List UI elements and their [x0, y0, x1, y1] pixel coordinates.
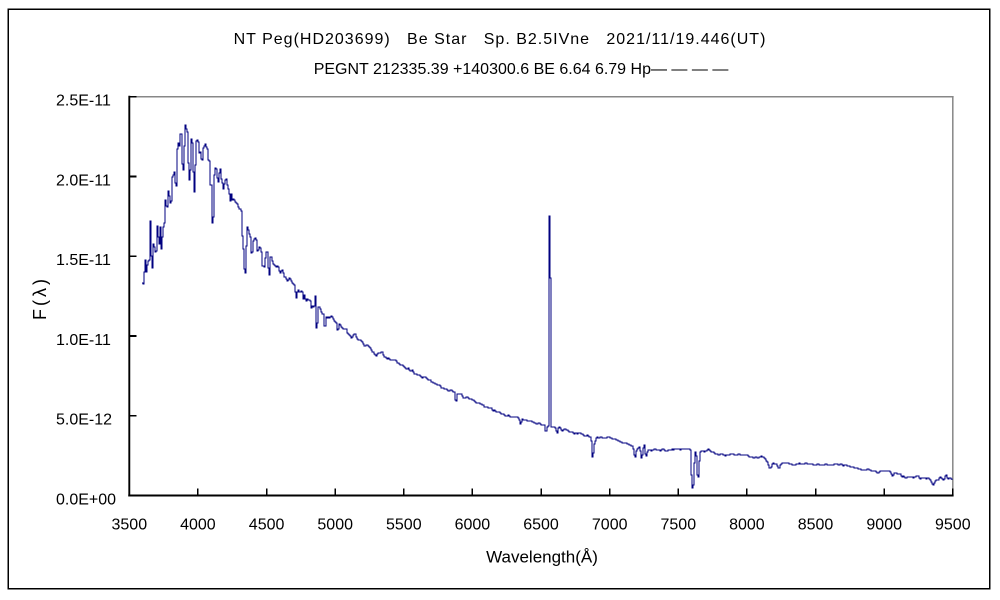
svg-text:1.5E-11: 1.5E-11 — [56, 252, 111, 269]
svg-text:2.0E-11: 2.0E-11 — [56, 172, 111, 189]
svg-text:9500: 9500 — [935, 517, 971, 534]
svg-text:4500: 4500 — [249, 517, 285, 534]
svg-text:7000: 7000 — [592, 517, 628, 534]
svg-text:F(λ): F(λ) — [30, 276, 50, 320]
svg-text:2.5E-11: 2.5E-11 — [56, 93, 111, 110]
svg-text:9000: 9000 — [866, 517, 902, 534]
svg-text:4000: 4000 — [180, 517, 216, 534]
svg-text:Wavelength(Å): Wavelength(Å) — [486, 548, 598, 567]
svg-text:3500: 3500 — [112, 517, 148, 534]
svg-text:6500: 6500 — [523, 517, 559, 534]
svg-text:8500: 8500 — [798, 517, 834, 534]
svg-text:6000: 6000 — [455, 517, 491, 534]
svg-text:5000: 5000 — [317, 517, 353, 534]
svg-text:5500: 5500 — [386, 517, 422, 534]
svg-text:NT Peg(HD203699) Be Star S: NT Peg(HD203699) Be Star Sp. B2.5IVne 20… — [234, 31, 767, 48]
svg-text:5.0E-12: 5.0E-12 — [56, 412, 112, 429]
svg-text:1.0E-11: 1.0E-11 — [56, 332, 111, 349]
svg-text:0.0E+00: 0.0E+00 — [56, 491, 116, 508]
svg-text:PEGNT 212335.39 +140300.6 BE 6: PEGNT 212335.39 +140300.6 BE 6.64 6.79 H… — [314, 61, 729, 78]
svg-text:7500: 7500 — [661, 517, 697, 534]
svg-text:8000: 8000 — [729, 517, 765, 534]
